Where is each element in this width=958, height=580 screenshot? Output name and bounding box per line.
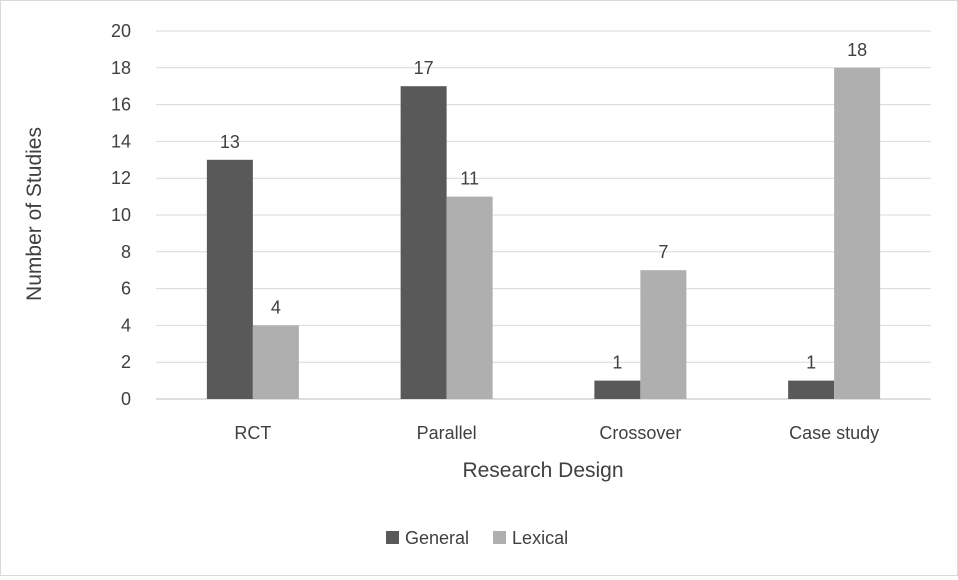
- bar-lexical: [252, 325, 299, 399]
- y-tick-label: 20: [111, 21, 131, 41]
- bar-lexical: [446, 196, 493, 399]
- bar-general: [594, 380, 641, 399]
- y-tick-label: 18: [111, 58, 131, 78]
- y-tick-label: 10: [111, 205, 131, 225]
- data-label: 13: [220, 132, 240, 152]
- data-label: 1: [612, 353, 622, 373]
- y-axis-title: Number of Studies: [23, 127, 46, 301]
- data-label: 18: [847, 40, 867, 60]
- data-label: 7: [658, 242, 668, 262]
- x-tick-label: Crossover: [599, 423, 681, 443]
- x-tick-label: Parallel: [417, 423, 477, 443]
- data-label: 1: [806, 353, 816, 373]
- x-axis-ticks: RCT Parallel Crossover Case study: [234, 423, 879, 443]
- legend-swatch-lexical: [493, 531, 507, 544]
- legend-label-lexical: Lexical: [512, 528, 568, 548]
- bar-lexical: [640, 270, 687, 399]
- data-label: 17: [414, 58, 434, 78]
- x-axis-title: Research Design: [462, 459, 623, 482]
- data-label: 11: [460, 169, 479, 189]
- legend: General Lexical: [386, 528, 568, 548]
- bar-general: [206, 159, 253, 399]
- y-tick-label: 0: [121, 389, 131, 409]
- y-tick-label: 6: [121, 279, 131, 299]
- bar-general: [788, 380, 835, 399]
- bar-lexical: [834, 67, 881, 400]
- y-tick-label: 14: [111, 131, 131, 151]
- bar-general: [400, 86, 447, 399]
- data-label: 4: [271, 297, 281, 317]
- y-tick-label: 2: [121, 352, 131, 372]
- y-tick-label: 12: [111, 168, 131, 188]
- y-tick-label: 8: [121, 242, 131, 262]
- y-axis-ticks: 0 2 4 6 8 10 12 14 16 18 20: [111, 21, 131, 409]
- x-tick-label: Case study: [789, 423, 879, 443]
- legend-label-general: General: [405, 528, 469, 548]
- x-tick-label: RCT: [234, 423, 271, 443]
- legend-swatch-general: [386, 531, 399, 544]
- y-tick-label: 16: [111, 95, 131, 115]
- bars: [206, 67, 881, 400]
- y-tick-label: 4: [121, 315, 131, 335]
